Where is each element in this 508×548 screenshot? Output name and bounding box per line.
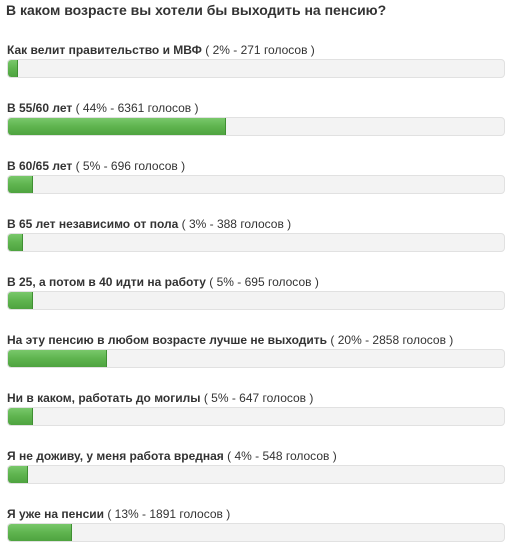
poll-option: Я не доживу, у меня работа вредная ( 4% … [0,449,508,489]
poll-option-label: На эту пенсию в любом возрасте лучше не … [7,333,453,347]
poll-option-label: В 65 лет независимо от пола ( 3% - 388 г… [7,217,291,231]
poll-option-bar-fill [8,466,28,483]
poll-option-stats: ( 3% - 388 голосов ) [181,217,292,231]
poll-option: Я уже на пенсии ( 13% - 1891 голосов ) [0,507,508,547]
poll-option-bar-track [7,349,505,368]
poll-option-bar-fill [8,60,18,77]
poll-option-text: Как велит правительство и МВФ [7,43,202,57]
poll-option: В 25, а потом в 40 идти на работу ( 5% -… [0,275,508,315]
poll-option-bar-track [7,233,505,252]
poll-option-stats: ( 4% - 548 голосов ) [227,449,337,463]
poll-option: На эту пенсию в любом возрасте лучше не … [0,333,508,373]
poll-option-stats: ( 13% - 1891 голосов ) [107,507,231,521]
poll-option-bar-fill [8,118,227,135]
poll-option: В 55/60 лет ( 44% - 6361 голосов ) [0,101,508,141]
poll-option-text: Я уже на пенсии [7,507,104,521]
poll-option-text: В 60/65 лет [7,159,73,173]
poll-option-stats: ( 2% - 271 голосов ) [205,43,315,57]
poll-option-label: В 55/60 лет ( 44% - 6361 голосов ) [7,101,198,115]
poll-option-bar-fill [8,234,23,251]
poll-option-text: В 25, а потом в 40 идти на работу [7,275,206,289]
poll-option-stats: ( 44% - 6361 голосов ) [75,101,199,115]
poll-option-label: В 25, а потом в 40 идти на работу ( 5% -… [7,275,319,289]
poll-option-bar-fill [8,408,33,425]
poll-option-stats: ( 5% - 696 голосов ) [75,159,186,173]
poll-option-stats: ( 5% - 647 голосов ) [203,391,314,405]
poll-option-bar-track [7,407,505,426]
poll-option-bar-track [7,291,505,310]
poll-option-bar-track [7,117,505,136]
poll-option-stats: ( 20% - 2858 голосов ) [330,333,454,347]
poll-option-bar-fill [8,176,33,193]
poll-option-bar-track [7,523,505,542]
poll-option-bar-fill [8,350,108,367]
poll-option: В 60/65 лет ( 5% - 696 голосов ) [0,159,508,199]
poll-option-text: Ни в каком, работать до могилы [7,391,201,405]
poll-option-text: В 55/60 лет [7,101,73,115]
poll-option-bar-fill [8,292,33,309]
poll-option-text: На эту пенсию в любом возрасте лучше не … [7,333,328,347]
poll-option-label: В 60/65 лет ( 5% - 696 голосов ) [7,159,185,173]
poll-option-label: Я уже на пенсии ( 13% - 1891 голосов ) [7,507,230,521]
poll-option: В 65 лет независимо от пола ( 3% - 388 г… [0,217,508,257]
poll-option-bar-track [7,59,505,78]
poll-option-bar-fill [8,524,73,541]
poll-option-label: Ни в каком, работать до могилы ( 5% - 64… [7,391,313,405]
poll-option-bar-track [7,465,505,484]
poll-option-bar-track [7,175,505,194]
poll-option: Ни в каком, работать до могилы ( 5% - 64… [0,391,508,431]
poll-option-label: Я не доживу, у меня работа вредная ( 4% … [7,449,337,463]
poll-option-text: Я не доживу, у меня работа вредная [7,449,224,463]
poll-title: В каком возрасте вы хотели бы выходить н… [6,2,387,18]
poll-option-label: Как велит правительство и МВФ ( 2% - 271… [7,43,315,57]
poll-option: Как велит правительство и МВФ ( 2% - 271… [0,43,508,83]
poll-option-stats: ( 5% - 695 голосов ) [209,275,319,289]
poll-option-text: В 65 лет независимо от пола [7,217,179,231]
